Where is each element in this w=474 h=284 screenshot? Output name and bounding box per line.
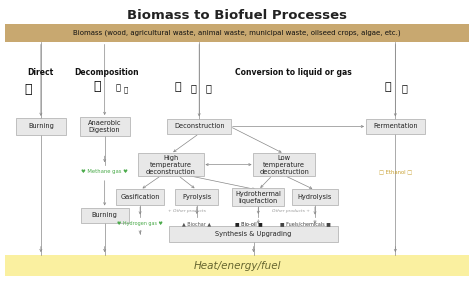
Text: 🍌: 🍌 — [115, 84, 120, 93]
FancyBboxPatch shape — [232, 189, 284, 206]
Text: 🐄: 🐄 — [94, 80, 101, 93]
FancyBboxPatch shape — [5, 24, 469, 42]
Text: High
temperature
deconstruction: High temperature deconstruction — [146, 154, 196, 175]
Text: Decomposition: Decomposition — [75, 68, 139, 77]
Text: Gasification: Gasification — [120, 194, 160, 200]
FancyBboxPatch shape — [5, 255, 469, 276]
FancyBboxPatch shape — [80, 117, 130, 136]
Text: Burning: Burning — [92, 212, 118, 218]
FancyBboxPatch shape — [81, 208, 128, 224]
Text: 🌿: 🌿 — [174, 82, 181, 92]
Text: 🌳: 🌳 — [24, 83, 32, 96]
Text: ♥ Hydrogen gas ♥: ♥ Hydrogen gas ♥ — [117, 222, 163, 226]
Text: Hydrothermal
liquefaction: Hydrothermal liquefaction — [235, 191, 281, 204]
Text: Deconstruction: Deconstruction — [174, 124, 225, 130]
FancyBboxPatch shape — [175, 189, 219, 205]
FancyBboxPatch shape — [16, 118, 66, 135]
Text: 🏛: 🏛 — [191, 83, 196, 93]
FancyBboxPatch shape — [292, 189, 337, 205]
Text: Biomass (wood, agricultural waste, animal waste, municipal waste, oilseed crops,: Biomass (wood, agricultural waste, anima… — [73, 30, 401, 36]
FancyBboxPatch shape — [365, 118, 425, 134]
Text: ♥ Methane gas ♥: ♥ Methane gas ♥ — [81, 169, 128, 174]
Text: Other products +: Other products + — [273, 209, 310, 213]
FancyBboxPatch shape — [137, 153, 204, 176]
Text: + Other products: + Other products — [168, 209, 206, 213]
Text: 🌽: 🌽 — [385, 82, 392, 92]
Text: ▲ Biochar ▲: ▲ Biochar ▲ — [182, 222, 211, 226]
Text: Low
temperature
deconstruction: Low temperature deconstruction — [259, 154, 309, 175]
Text: Hydrolysis: Hydrolysis — [298, 194, 332, 200]
Text: 🗑: 🗑 — [206, 83, 211, 93]
FancyBboxPatch shape — [253, 153, 315, 176]
Text: ■ Fuels/chemicals ■: ■ Fuels/chemicals ■ — [280, 222, 331, 226]
Text: Direct: Direct — [28, 68, 54, 77]
Text: Synthesis & Upgrading: Synthesis & Upgrading — [215, 231, 292, 237]
Text: Anaerobic
Digestion: Anaerobic Digestion — [88, 120, 121, 133]
Text: Heat/energy/fuel: Heat/energy/fuel — [193, 261, 281, 271]
Text: Fermentation: Fermentation — [373, 124, 418, 130]
FancyBboxPatch shape — [116, 189, 164, 205]
Text: Pyrolysis: Pyrolysis — [182, 194, 211, 200]
FancyBboxPatch shape — [167, 118, 231, 134]
Text: Biomass to Biofuel Processes: Biomass to Biofuel Processes — [127, 9, 347, 22]
Text: ■ Bio-oil ■: ■ Bio-oil ■ — [235, 222, 263, 226]
Text: Conversion to liquid or gas: Conversion to liquid or gas — [235, 68, 352, 77]
Text: 🍏: 🍏 — [124, 86, 128, 93]
Text: Burning: Burning — [28, 124, 54, 130]
Text: 🌾: 🌾 — [402, 83, 408, 93]
Text: □ Ethanol □: □ Ethanol □ — [379, 169, 412, 174]
FancyBboxPatch shape — [169, 226, 337, 242]
